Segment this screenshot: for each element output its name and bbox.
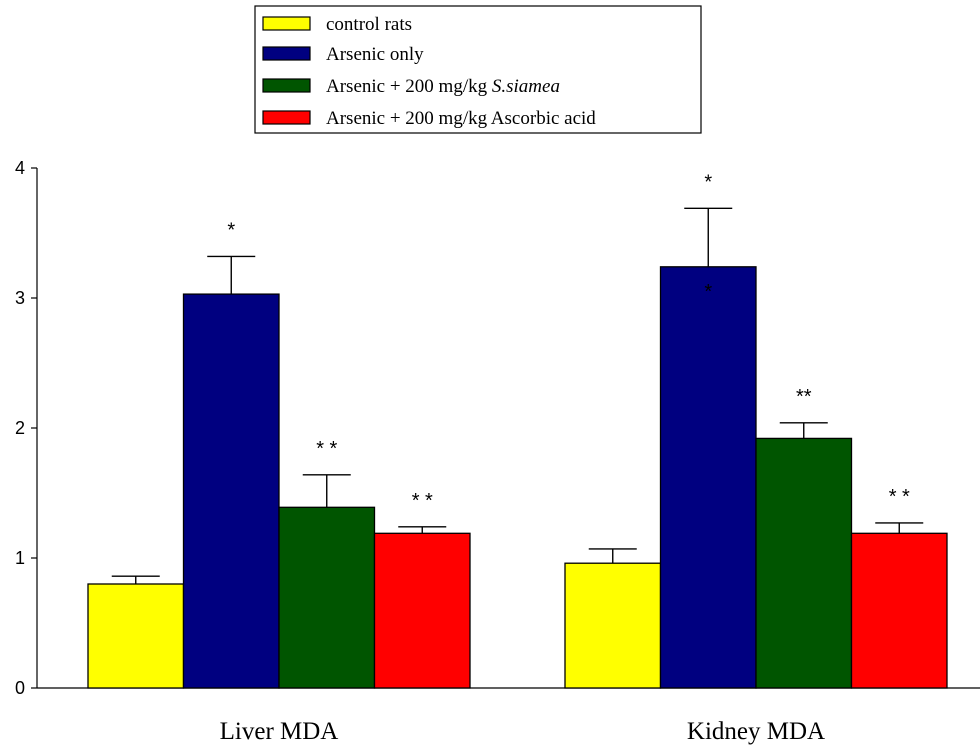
bars: ** ** ***** **	[87, 171, 948, 689]
bar	[755, 437, 853, 689]
bar	[850, 532, 948, 689]
category-label: Liver MDA	[220, 718, 339, 745]
bar	[659, 266, 757, 689]
significance-label: *	[704, 171, 712, 193]
significance-label: * *	[316, 438, 337, 460]
legend-swatch	[262, 78, 311, 93]
legend-label: Arsenic + 200 mg/kg Ascorbic acid	[326, 108, 596, 129]
significance-label: * *	[412, 490, 433, 512]
significance-label: **	[796, 386, 812, 408]
y-tick-label: 1	[15, 548, 25, 568]
significance-label: *	[227, 219, 235, 241]
y-tick-label: 3	[15, 288, 25, 308]
significance-label: *	[704, 281, 712, 303]
legend: control rats Arsenic only Arsenic + 200 mg…	[254, 5, 702, 134]
bar	[87, 583, 185, 689]
legend-swatch	[262, 110, 311, 125]
legend-swatch	[262, 46, 311, 61]
significance-label: * *	[889, 486, 910, 508]
bar	[278, 506, 376, 689]
bar	[564, 562, 662, 689]
bar	[373, 532, 471, 689]
legend-label: control rats	[326, 14, 412, 35]
y-tick-label: 0	[15, 678, 25, 698]
legend-swatch	[262, 16, 311, 31]
category-labels: Liver MDA Kidney MDA	[220, 718, 825, 745]
legend-box	[254, 5, 702, 134]
category-label: Kidney MDA	[687, 718, 825, 745]
bar	[182, 293, 280, 689]
y-tick-label: 2	[15, 418, 25, 438]
y-tick-label: 4	[15, 158, 25, 178]
legend-label: Arsenic only	[326, 44, 424, 65]
legend-label: Arsenic + 200 mg/kg S.siamea	[326, 76, 560, 97]
